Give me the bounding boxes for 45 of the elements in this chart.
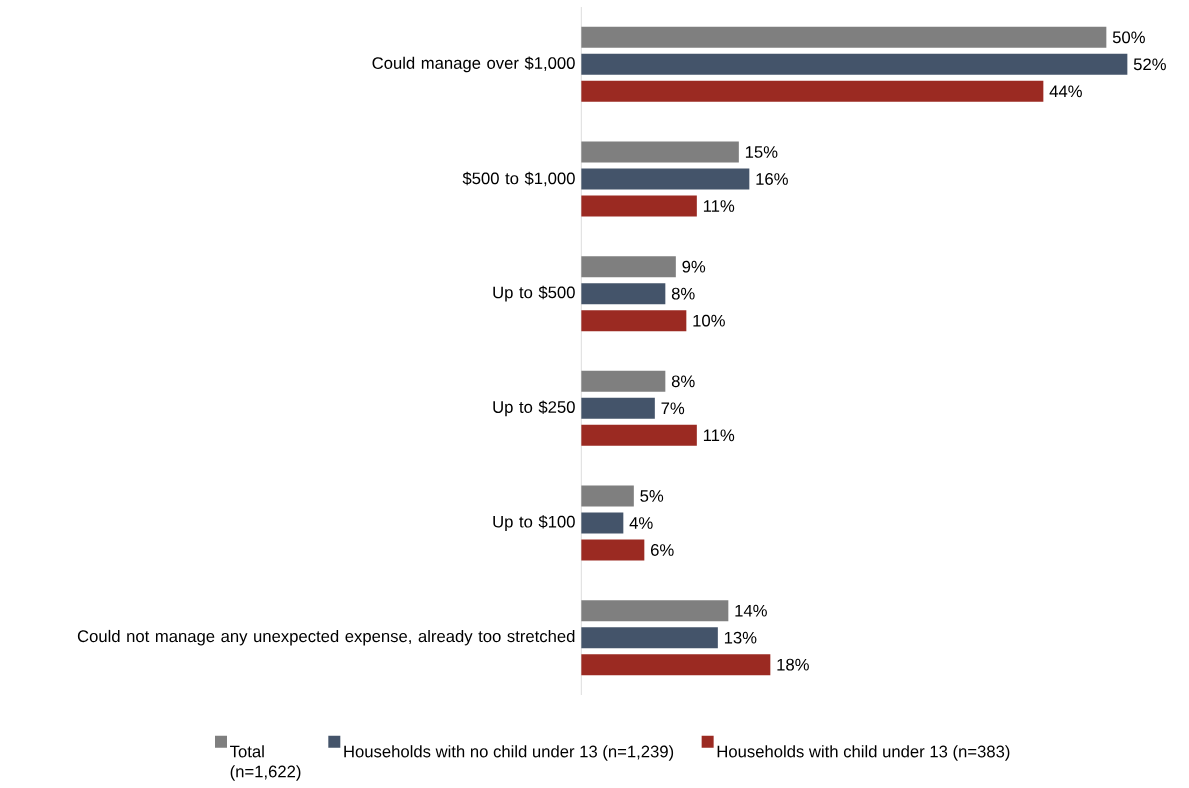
- data-label: 9%: [682, 260, 706, 273]
- legend-label: Households with no child under 13 (n=1,239): [344, 745, 674, 761]
- bar: [581, 397, 655, 419]
- data-label: 44%: [1049, 85, 1082, 98]
- bar: [581, 283, 666, 305]
- data-label: 4%: [629, 517, 653, 529]
- data-label: 8%: [671, 287, 695, 300]
- data-label: 7%: [661, 402, 685, 415]
- bar: [581, 512, 624, 534]
- bar: [581, 600, 729, 622]
- bar: [581, 370, 666, 392]
- bar: [581, 310, 687, 332]
- y-tick-label: Up to $100: [493, 515, 575, 531]
- bar: [581, 168, 750, 190]
- data-label: 16%: [756, 173, 788, 185]
- bar: [581, 195, 697, 217]
- data-label: 8%: [671, 375, 695, 388]
- bar: [581, 485, 634, 507]
- legend-label: Total (n=1,622): [230, 745, 301, 781]
- y-tick-label: Up to $500: [493, 285, 575, 302]
- data-label: 52%: [1133, 58, 1166, 71]
- bar: [581, 424, 697, 446]
- y-tick-label: Could manage over $1,000: [372, 56, 575, 73]
- bar: [581, 539, 645, 561]
- data-label: 14%: [735, 604, 767, 617]
- data-label: 6%: [650, 544, 674, 556]
- data-label: 50%: [1112, 31, 1145, 44]
- y-tick-label: $500 to $1,000: [462, 171, 575, 187]
- bar: [581, 256, 676, 278]
- bar: [581, 141, 739, 163]
- bar: [581, 80, 1044, 102]
- data-label: 15%: [745, 146, 778, 158]
- bar: [581, 654, 771, 676]
- data-label: 13%: [724, 631, 757, 644]
- data-label: 11%: [703, 429, 735, 442]
- bar: [581, 26, 1107, 48]
- data-label: 18%: [777, 658, 809, 671]
- bar: [581, 627, 718, 649]
- bar: [581, 53, 1128, 75]
- data-label: 11%: [703, 200, 735, 212]
- legend-label: Households with child under 13 (n=383): [717, 745, 1010, 761]
- data-label: 10%: [693, 314, 725, 327]
- y-tick-label: Could not manage any unexpected expense, already too stretched: [77, 629, 575, 646]
- y-tick-label: Up to $250: [493, 400, 575, 417]
- data-label: 5%: [640, 490, 664, 502]
